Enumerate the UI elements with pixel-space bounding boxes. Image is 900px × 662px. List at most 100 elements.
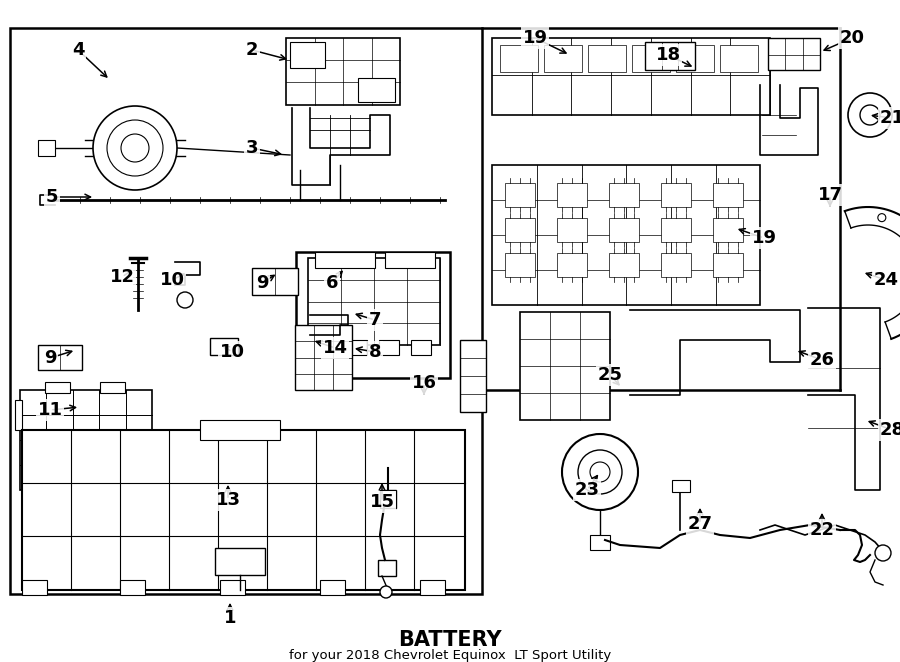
- Bar: [676, 45, 714, 72]
- Bar: [609, 218, 639, 242]
- Circle shape: [875, 545, 891, 561]
- Bar: [15, 400, 22, 430]
- Bar: [308, 258, 440, 345]
- Text: 23: 23: [574, 481, 599, 499]
- Text: 16: 16: [411, 374, 436, 392]
- Bar: [588, 45, 626, 72]
- Text: 24: 24: [874, 271, 898, 289]
- Circle shape: [578, 450, 622, 494]
- Text: 2: 2: [246, 41, 258, 59]
- Bar: [315, 252, 375, 268]
- Circle shape: [590, 462, 610, 482]
- Text: 21: 21: [879, 109, 900, 127]
- Bar: [38, 345, 82, 370]
- Bar: [310, 350, 338, 365]
- Bar: [296, 252, 450, 378]
- Circle shape: [848, 93, 892, 137]
- Bar: [713, 253, 743, 277]
- Bar: [460, 340, 486, 412]
- Text: 12: 12: [110, 268, 134, 286]
- Bar: [22, 430, 465, 590]
- Bar: [500, 45, 538, 72]
- Bar: [252, 268, 298, 295]
- Bar: [661, 253, 691, 277]
- Text: 15: 15: [370, 493, 394, 511]
- Text: 8: 8: [369, 343, 382, 361]
- Circle shape: [121, 134, 149, 162]
- Bar: [290, 42, 325, 68]
- Bar: [120, 580, 145, 595]
- Text: 10: 10: [220, 343, 245, 361]
- Text: 1: 1: [224, 609, 236, 627]
- Text: 28: 28: [879, 421, 900, 439]
- Circle shape: [107, 120, 163, 176]
- Bar: [580, 455, 620, 465]
- Bar: [100, 382, 125, 393]
- Bar: [210, 338, 238, 355]
- Bar: [10, 28, 482, 594]
- Text: 6: 6: [326, 274, 338, 292]
- Text: 17: 17: [817, 186, 842, 204]
- Text: 3: 3: [246, 139, 258, 157]
- Text: 19: 19: [523, 29, 547, 47]
- Bar: [380, 490, 396, 508]
- Bar: [672, 480, 690, 492]
- Bar: [492, 38, 770, 115]
- Bar: [557, 183, 587, 207]
- Bar: [505, 183, 535, 207]
- Text: 7: 7: [369, 311, 382, 329]
- Bar: [609, 183, 639, 207]
- Text: for your 2018 Chevrolet Equinox  LT Sport Utility: for your 2018 Chevrolet Equinox LT Sport…: [289, 649, 611, 661]
- Bar: [45, 382, 70, 393]
- Text: 13: 13: [215, 491, 240, 509]
- Circle shape: [562, 434, 638, 510]
- Bar: [358, 78, 395, 102]
- Bar: [544, 45, 582, 72]
- Bar: [520, 312, 610, 420]
- Bar: [645, 42, 695, 70]
- Bar: [632, 45, 670, 72]
- Bar: [609, 253, 639, 277]
- Bar: [215, 548, 265, 575]
- Text: 19: 19: [752, 229, 777, 247]
- Bar: [557, 218, 587, 242]
- Bar: [22, 580, 47, 595]
- Bar: [20, 390, 152, 490]
- Circle shape: [878, 214, 886, 222]
- Bar: [347, 340, 367, 355]
- Text: 22: 22: [809, 521, 834, 539]
- Text: BATTERY: BATTERY: [398, 630, 502, 650]
- Bar: [590, 535, 610, 550]
- Bar: [661, 218, 691, 242]
- Text: 9: 9: [44, 349, 56, 367]
- Text: 10: 10: [159, 271, 184, 289]
- Bar: [768, 38, 820, 70]
- Text: 5: 5: [46, 188, 58, 206]
- Bar: [200, 420, 280, 440]
- Text: 14: 14: [322, 339, 347, 357]
- Bar: [420, 580, 445, 595]
- Bar: [286, 38, 400, 105]
- Text: 20: 20: [840, 29, 865, 47]
- Bar: [320, 580, 345, 595]
- Bar: [411, 340, 431, 355]
- Bar: [316, 344, 332, 352]
- Bar: [720, 45, 758, 72]
- Circle shape: [93, 106, 177, 190]
- Bar: [379, 340, 399, 355]
- Bar: [505, 218, 535, 242]
- Circle shape: [380, 586, 392, 598]
- Bar: [713, 218, 743, 242]
- Bar: [661, 183, 691, 207]
- Bar: [505, 253, 535, 277]
- Bar: [557, 253, 587, 277]
- Bar: [315, 340, 335, 355]
- Bar: [713, 183, 743, 207]
- Text: 11: 11: [38, 401, 62, 419]
- Text: 26: 26: [809, 351, 834, 369]
- Bar: [295, 325, 352, 390]
- Text: 25: 25: [598, 366, 623, 384]
- Bar: [220, 580, 245, 595]
- Text: 27: 27: [688, 515, 713, 533]
- Bar: [378, 560, 396, 576]
